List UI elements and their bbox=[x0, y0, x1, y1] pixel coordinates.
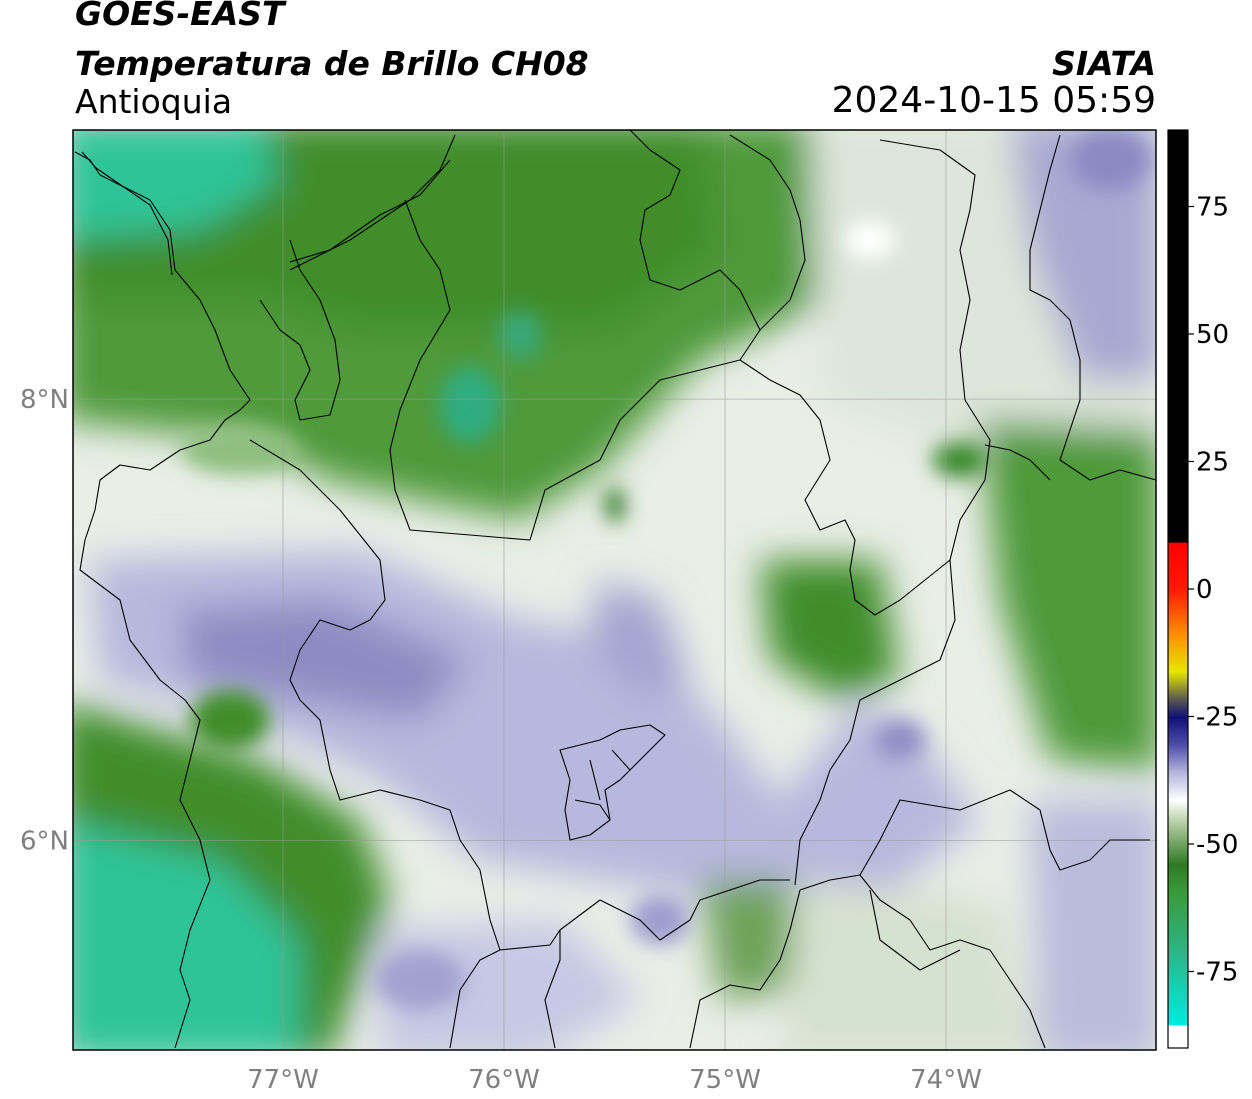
brightness-temperature-field bbox=[60, 120, 1160, 1060]
colorbar: 75 50 25 0 -25 -50 -75 bbox=[1168, 130, 1238, 1048]
colorbar-tick-label: 75 bbox=[1196, 193, 1229, 223]
colorbar-tick-label: 25 bbox=[1196, 448, 1229, 478]
colorbar-tick-label: -75 bbox=[1196, 958, 1238, 988]
longitude-tick-label: 75°W bbox=[689, 1065, 761, 1095]
longitude-tick-label: 76°W bbox=[468, 1065, 540, 1095]
latitude-tick-labels: 8°N 6°N bbox=[20, 385, 69, 856]
longitude-tick-label: 74°W bbox=[910, 1065, 982, 1095]
longitude-tick-label: 77°W bbox=[247, 1065, 319, 1095]
longitude-tick-labels: 77°W 76°W 75°W 74°W bbox=[247, 1065, 982, 1095]
latitude-tick-label: 8°N bbox=[20, 385, 69, 415]
colorbar-ramp bbox=[1168, 130, 1188, 1048]
colorbar-tick-label: 50 bbox=[1196, 320, 1229, 350]
colorbar-tick-label: 0 bbox=[1196, 575, 1213, 605]
colorbar-tick-label: -50 bbox=[1196, 830, 1238, 860]
latitude-tick-label: 6°N bbox=[20, 826, 69, 856]
colorbar-tick-label: -25 bbox=[1196, 703, 1238, 733]
colorbar-ticks: 75 50 25 0 -25 -50 -75 bbox=[1188, 193, 1238, 988]
